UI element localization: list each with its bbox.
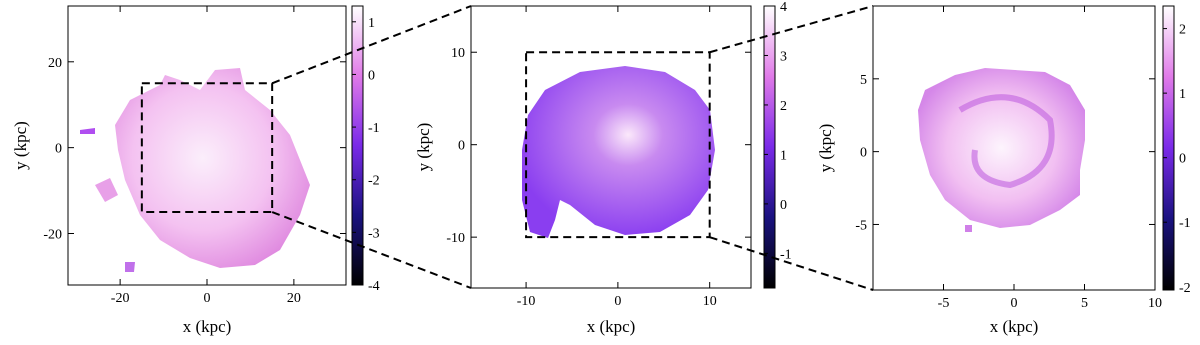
colorbar bbox=[351, 5, 364, 286]
colorbar-tick-label: -1 bbox=[780, 247, 792, 262]
x-tick-label: 0 bbox=[204, 291, 211, 306]
colorbar-tick-label: -2 bbox=[368, 174, 380, 189]
colorbar-tick-label: -3 bbox=[368, 226, 380, 241]
colorbar-tick-label: 0 bbox=[368, 68, 375, 83]
x-tick-label: 20 bbox=[287, 291, 301, 306]
y-tick-label: -5 bbox=[855, 218, 867, 233]
colorbar-tick-label: 1 bbox=[780, 148, 787, 163]
x-axis-label: x (kpc) bbox=[587, 317, 636, 336]
x-tick-label: 10 bbox=[703, 294, 717, 309]
colorbar-tick-label: -2 bbox=[1179, 281, 1191, 296]
y-axis-label: y (kpc) bbox=[414, 123, 433, 172]
x-axis-label: x (kpc) bbox=[990, 317, 1039, 336]
zoom-connector bbox=[271, 5, 472, 85]
x-tick-label: -10 bbox=[517, 294, 536, 309]
galaxy-map bbox=[918, 68, 1085, 232]
axes-frame bbox=[470, 5, 752, 289]
colorbar-tick-label: 0 bbox=[1179, 152, 1186, 167]
y-tick-label: 10 bbox=[451, 46, 465, 61]
zoom-connector bbox=[709, 5, 874, 54]
x-tick-label: 0 bbox=[1011, 296, 1018, 311]
y-tick-label: 0 bbox=[458, 139, 465, 154]
x-tick-label: -20 bbox=[111, 291, 130, 306]
y-tick-label: -20 bbox=[43, 227, 62, 242]
y-tick-label: -10 bbox=[446, 231, 465, 246]
galaxy-map bbox=[522, 66, 715, 238]
y-tick-label: 5 bbox=[860, 73, 867, 88]
colorbar-tick-label: 1 bbox=[368, 16, 375, 31]
x-tick-label: 0 bbox=[614, 294, 621, 309]
x-tick-label: -5 bbox=[938, 296, 950, 311]
zoom-connector bbox=[709, 236, 874, 291]
galaxy-map bbox=[80, 68, 310, 272]
colorbar-tick-label: 0 bbox=[780, 198, 787, 213]
y-axis-label: y (kpc) bbox=[816, 124, 835, 173]
colorbar-tick-label: -1 bbox=[1179, 216, 1191, 231]
y-tick-label: 20 bbox=[48, 56, 62, 71]
colorbar-tick-label: 2 bbox=[780, 99, 787, 114]
colorbar-tick-label: -4 bbox=[368, 279, 380, 294]
colorbar-tick-label: 1 bbox=[1179, 87, 1186, 102]
colorbar-tick-label: 3 bbox=[780, 49, 787, 64]
colorbar-tick-label: 4 bbox=[780, 0, 787, 15]
y-tick-label: 0 bbox=[860, 146, 867, 161]
x-tick-label: 10 bbox=[1148, 296, 1162, 311]
colorbar-tick-label: -1 bbox=[368, 121, 380, 136]
colorbar bbox=[763, 5, 776, 289]
y-axis-label: y (kpc) bbox=[11, 121, 30, 170]
colorbar bbox=[1162, 5, 1175, 291]
zoom-connector bbox=[271, 211, 472, 289]
x-axis-label: x (kpc) bbox=[183, 317, 232, 336]
zoom-box bbox=[525, 51, 711, 239]
zoom-box bbox=[140, 82, 274, 214]
y-tick-label: 0 bbox=[55, 142, 62, 157]
x-tick-label: 5 bbox=[1081, 296, 1088, 311]
colorbar-tick-label: 2 bbox=[1179, 23, 1186, 38]
